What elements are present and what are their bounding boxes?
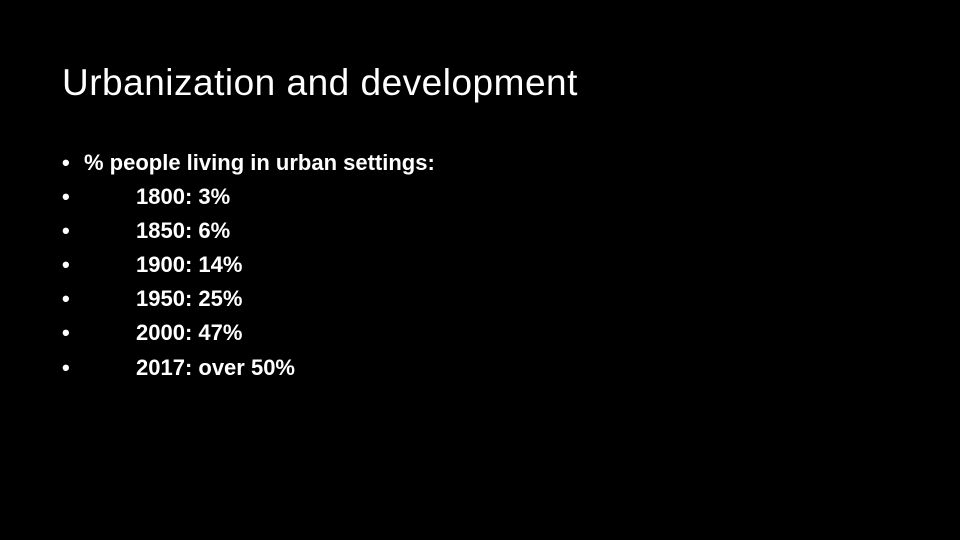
bullet-text: 2017: over 50% xyxy=(136,355,295,380)
bullet-item: % people living in urban settings: xyxy=(62,146,960,180)
bullet-text: 2000: 47% xyxy=(136,320,242,345)
bullet-text: % people living in urban settings: xyxy=(84,150,435,175)
bullet-item: 2000: 47% xyxy=(62,316,960,350)
slide-container: Urbanization and development % people li… xyxy=(0,0,960,540)
bullet-text: 1900: 14% xyxy=(136,252,242,277)
slide-title: Urbanization and development xyxy=(62,62,960,104)
bullet-list: % people living in urban settings: 1800:… xyxy=(62,146,960,385)
bullet-item: 2017: over 50% xyxy=(62,351,960,385)
bullet-text: 1950: 25% xyxy=(136,286,242,311)
bullet-item: 1950: 25% xyxy=(62,282,960,316)
bullet-text: 1800: 3% xyxy=(136,184,230,209)
bullet-text: 1850: 6% xyxy=(136,218,230,243)
bullet-item: 1900: 14% xyxy=(62,248,960,282)
bullet-item: 1850: 6% xyxy=(62,214,960,248)
bullet-item: 1800: 3% xyxy=(62,180,960,214)
